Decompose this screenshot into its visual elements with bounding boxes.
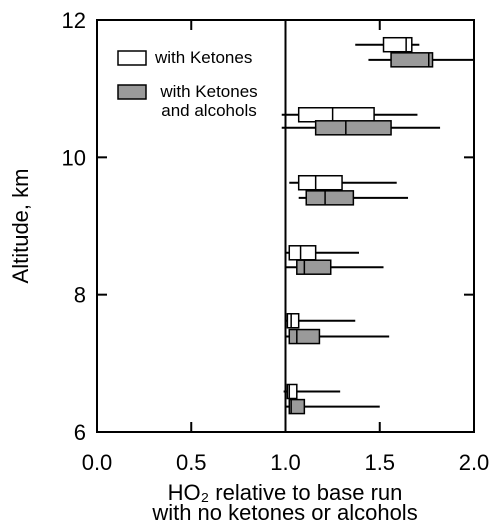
box (390, 52, 434, 68)
box (314, 120, 392, 136)
box (288, 398, 306, 415)
x-axis-label: with no ketones or alcohols (151, 500, 417, 525)
legend-label: with Ketones and alcohols (160, 82, 258, 120)
x-tick-label: 1.0 (270, 450, 301, 475)
y-tick-label: 8 (74, 283, 86, 308)
legend-label: with Ketones (155, 48, 253, 67)
x-tick-label: 1.5 (364, 450, 395, 475)
box (286, 383, 298, 400)
y-tick-label: 10 (62, 145, 86, 170)
x-tick-label: 0.5 (176, 450, 207, 475)
box (288, 245, 317, 261)
box (305, 190, 355, 206)
box (296, 259, 332, 275)
box (382, 36, 413, 53)
x-tick-label: 0.0 (82, 450, 113, 475)
legend-swatch (117, 50, 147, 66)
y-tick-label: 12 (62, 8, 86, 33)
x-tick-label: 2.0 (459, 450, 490, 475)
y-tick-label: 6 (74, 420, 86, 445)
legend-swatch (117, 84, 147, 100)
box (297, 107, 375, 123)
box (288, 328, 321, 345)
box (286, 313, 300, 329)
y-axis-label: Altitude, km (8, 169, 33, 284)
x-axis-label: HO₂ relative to base run (168, 480, 403, 505)
box (297, 174, 343, 191)
